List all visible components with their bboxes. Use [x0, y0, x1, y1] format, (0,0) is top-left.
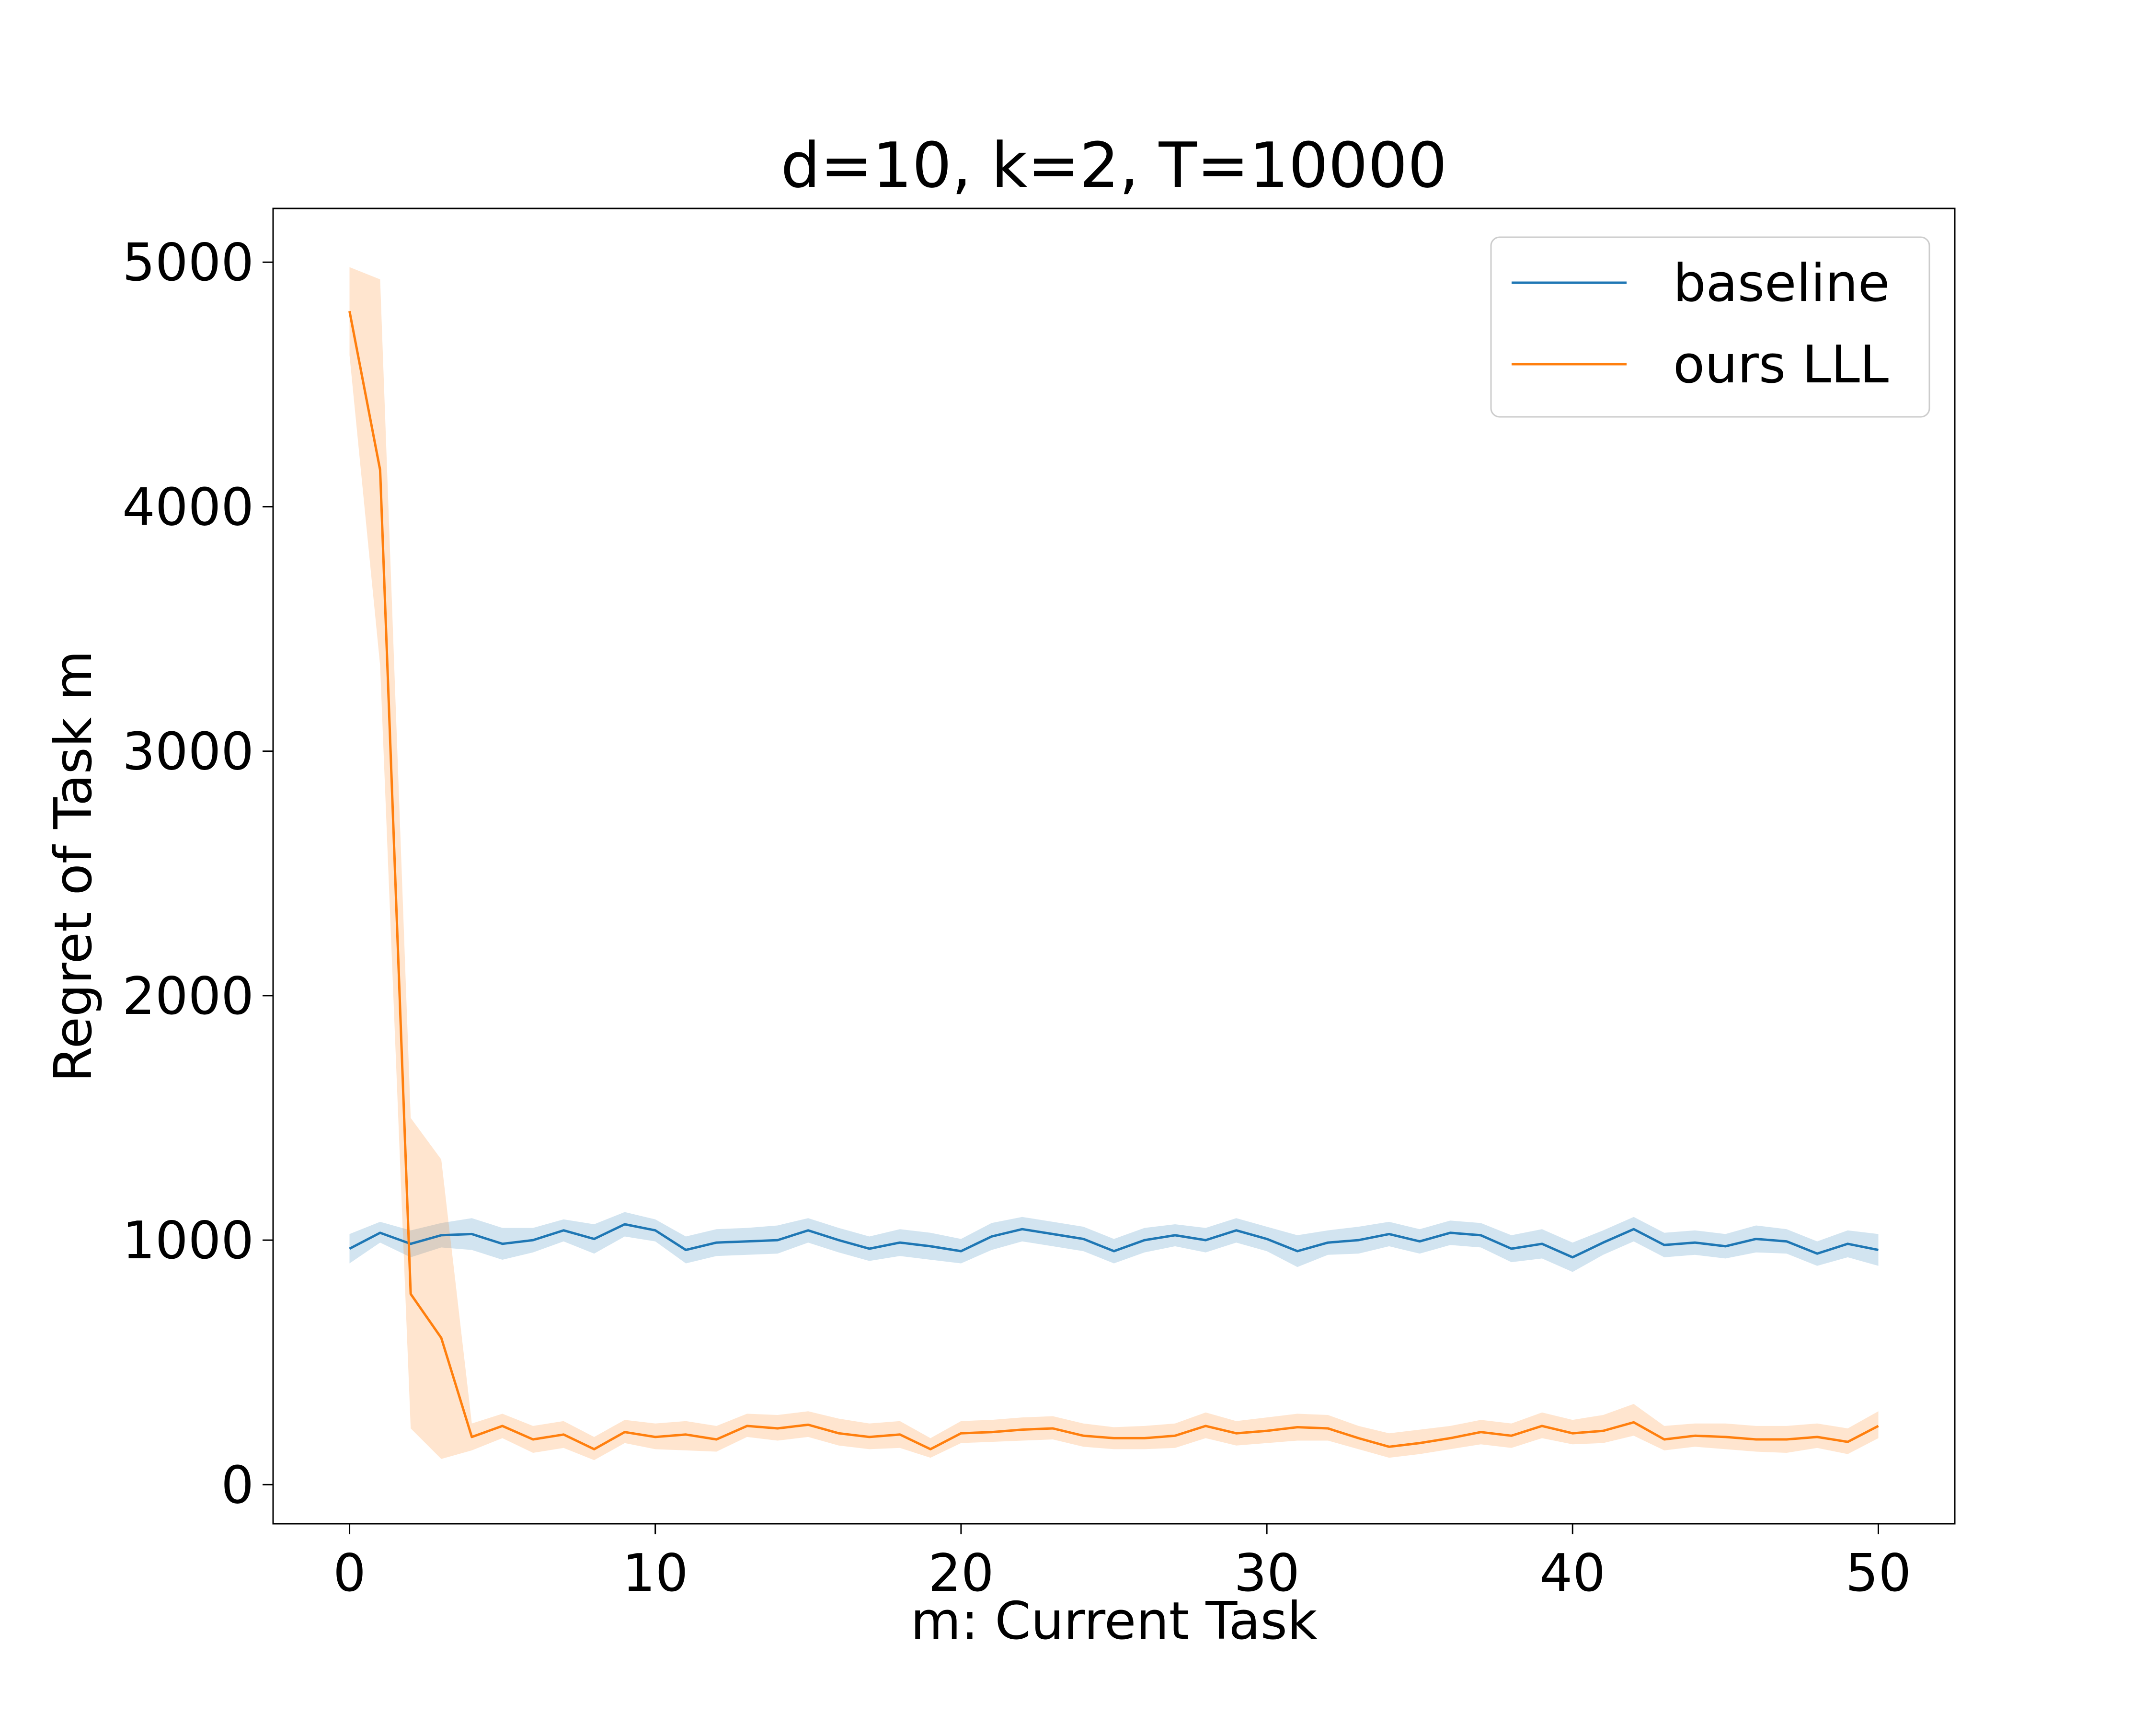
x-tick-label: 30 — [1234, 1543, 1299, 1603]
x-tick-label: 0 — [333, 1543, 366, 1603]
y-axis-label: Regret of Task m — [44, 650, 103, 1082]
y-tick-label: 1000 — [122, 1211, 254, 1271]
y-axis-ticks: 0 1000 2000 3000 4000 5000 — [122, 233, 273, 1515]
x-axis-ticks: 0 10 20 30 40 50 — [333, 1524, 1911, 1603]
x-tick-label: 20 — [928, 1543, 994, 1603]
series-lines — [348, 310, 1879, 1450]
legend-ours-label: ours LLL — [1673, 335, 1889, 395]
baseline-line — [349, 1223, 1879, 1259]
plot-area-frame — [272, 207, 1956, 1525]
baseline-confidence-band — [349, 1212, 1879, 1272]
x-tick-label: 40 — [1540, 1543, 1606, 1603]
y-tick-label: 0 — [221, 1455, 254, 1515]
chart-title: d=10, k=2, T=10000 — [781, 129, 1447, 202]
x-tick-label: 50 — [1846, 1543, 1911, 1603]
x-tick-label: 10 — [622, 1543, 688, 1603]
confidence-bands — [349, 267, 1879, 1460]
legend-baseline-label: baseline — [1673, 253, 1890, 313]
y-tick-label: 5000 — [122, 233, 254, 293]
x-axis-label: m: Current Task — [911, 1591, 1318, 1651]
y-tick-label: 3000 — [122, 722, 254, 782]
y-tick-label: 4000 — [122, 477, 254, 537]
y-tick-label: 2000 — [122, 966, 254, 1026]
legend: baseline ours LLL — [1490, 236, 1930, 418]
ours-lll-line — [348, 310, 1879, 1450]
